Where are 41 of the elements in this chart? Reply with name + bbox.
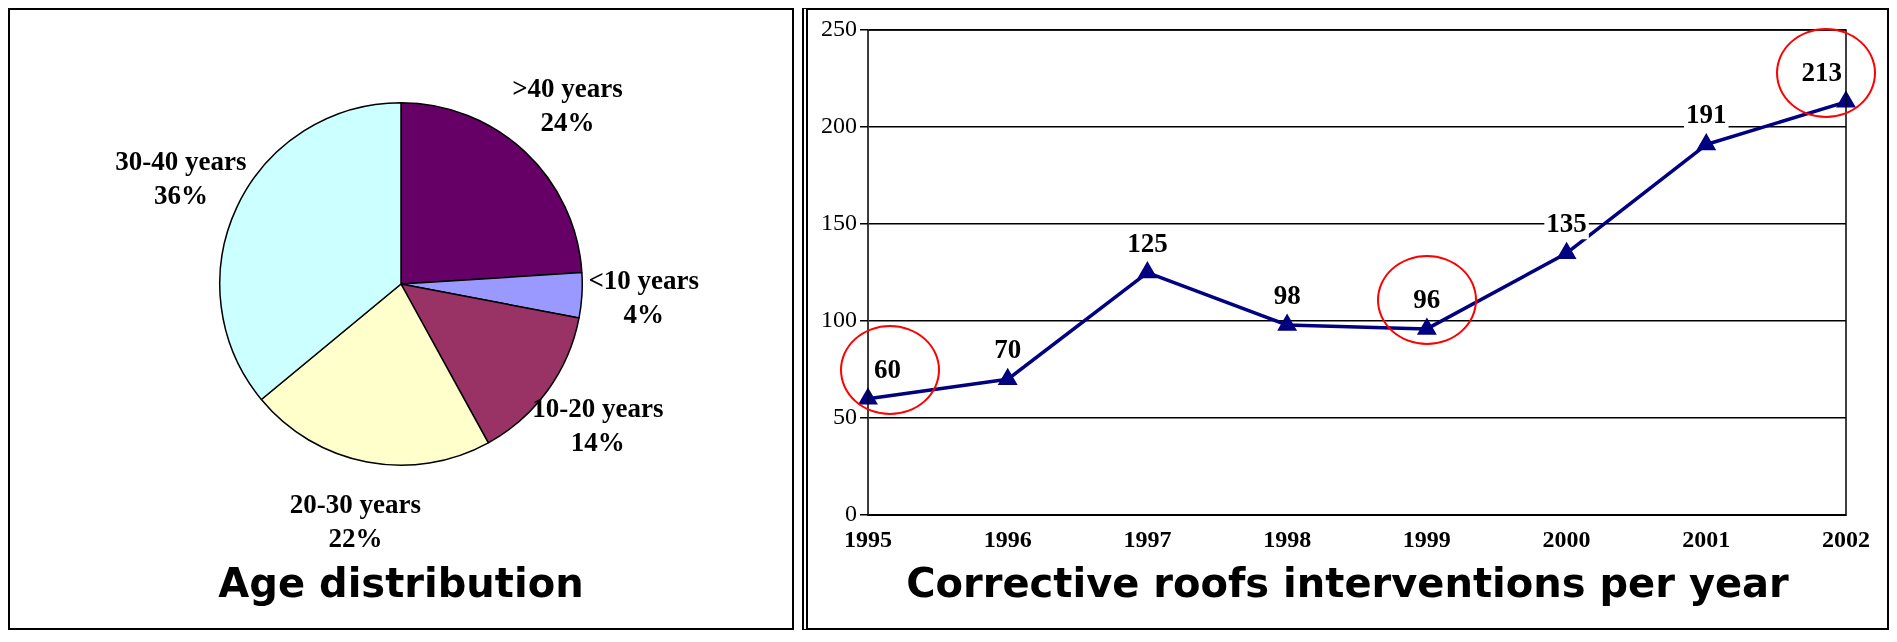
data-label: 70 [994,334,1022,365]
y-tick-label: 0 [845,500,857,527]
data-label: 4% [623,299,665,330]
y-tick-label: 50 [833,403,857,430]
y-tick-label: 100 [821,306,857,333]
point [1697,134,1715,151]
data-label: 24% [540,106,595,137]
y-tick-label: 150 [821,209,857,236]
data-label: 125 [1127,227,1168,258]
point [1557,243,1576,259]
point [859,389,877,405]
point [1278,315,1296,331]
data-label: 98 [1273,279,1301,310]
point [1418,319,1436,335]
x-tick-label: 2000 [1542,525,1591,552]
data-label: 191 [1686,99,1727,130]
slice-label: 30-40 years [115,146,247,177]
y-tick-label: 200 [821,112,857,139]
x-tick-label: 1998 [1263,525,1312,552]
slice-label: 10-20 years [532,392,664,423]
x-tick-label: 1996 [983,525,1032,552]
slice-label: >40 years [512,72,623,103]
point [1837,92,1855,108]
data-label: 14% [570,426,625,457]
data-label: 22% [328,522,383,553]
x-tick-label: 2001 [1682,525,1731,552]
data-label: 60 [874,353,901,384]
point [1138,262,1157,279]
slice-label: <10 years [588,265,700,296]
x-tick-label: 1995 [844,525,892,552]
x-tick-label: 1999 [1402,525,1451,552]
data-label: 135 [1546,208,1587,239]
text: Corrective roofs interventions per year [905,560,1790,606]
data-label: 96 [1413,283,1441,314]
y-tick-label: 250 [821,15,857,42]
data-label: 36% [153,180,208,211]
data-label: 213 [1801,56,1842,87]
x-tick-label: 2002 [1822,525,1870,552]
slice-label: 20-30 years [289,488,422,519]
x-tick-label: 1997 [1123,525,1172,552]
text: Age distribution [217,560,585,606]
